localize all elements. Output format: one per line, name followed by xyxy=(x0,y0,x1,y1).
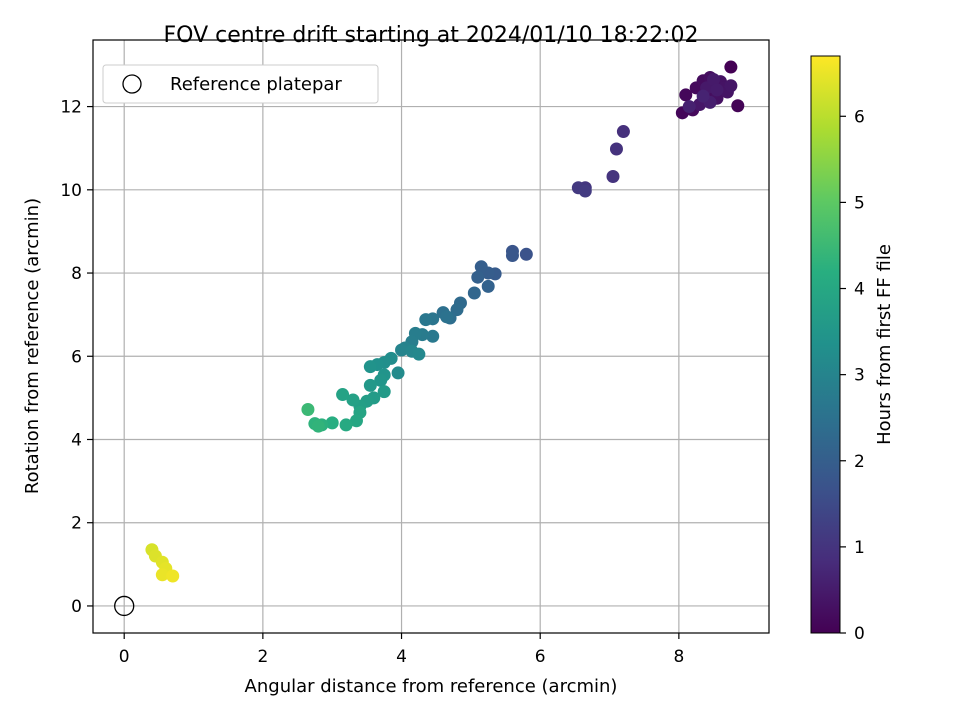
data-point xyxy=(346,393,360,407)
data-point xyxy=(471,270,485,284)
colorbar-label: Hours from first FF file xyxy=(874,244,895,445)
data-point xyxy=(724,60,738,74)
data-point xyxy=(578,184,592,198)
data-point xyxy=(419,313,433,327)
data-point xyxy=(519,247,533,261)
colorbar-tick-label: 1 xyxy=(854,538,865,558)
data-point xyxy=(724,79,738,93)
data-point xyxy=(377,385,391,399)
y-tick-label: 0 xyxy=(71,597,82,617)
colorbar: 0 1 2 3 4 5 6 Hours from first FF file xyxy=(810,55,895,644)
x-axis-label: Angular distance from reference (arcmin) xyxy=(245,676,618,697)
grid-lines xyxy=(93,40,769,633)
data-point xyxy=(731,99,745,113)
y-tick-label: 6 xyxy=(71,347,82,367)
y-tick-label: 2 xyxy=(71,514,82,534)
reference-platepar-point xyxy=(114,595,135,617)
data-point xyxy=(391,366,405,380)
y-tick-label: 8 xyxy=(71,264,82,284)
data-point xyxy=(339,418,353,432)
x-tick-label: 2 xyxy=(257,647,268,667)
data-point xyxy=(682,100,696,114)
reference-marker xyxy=(114,595,135,617)
colorbar-tick-label: 3 xyxy=(854,366,865,386)
x-tick-label: 8 xyxy=(673,647,684,667)
y-tick-label: 12 xyxy=(60,98,82,118)
plot-frame xyxy=(92,39,770,634)
data-point xyxy=(349,414,363,428)
colorbar-tick-label: 2 xyxy=(854,452,865,472)
data-point xyxy=(363,360,377,374)
data-point xyxy=(679,88,693,102)
x-tick-label: 4 xyxy=(396,647,407,667)
colorbar-tick-label: 6 xyxy=(854,107,865,127)
data-point xyxy=(336,388,350,402)
colorbar-ticks: 0 1 2 3 4 5 6 xyxy=(840,107,865,644)
data-point xyxy=(467,286,481,300)
colorbar-tick-label: 5 xyxy=(854,193,865,213)
data-point xyxy=(311,419,325,433)
data-point xyxy=(325,416,339,430)
data-point xyxy=(710,83,724,97)
y-axis-ticks: 0 2 4 6 8 10 12 xyxy=(60,98,93,617)
data-point xyxy=(505,249,519,263)
legend: Reference platepar xyxy=(102,64,379,104)
chart-title: FOV centre drift starting at 2024/01/10 … xyxy=(164,23,699,48)
data-point xyxy=(707,73,721,87)
data-point xyxy=(412,347,426,361)
y-tick-label: 10 xyxy=(60,181,82,201)
data-point xyxy=(166,569,180,583)
colorbar-tick-label: 0 xyxy=(854,624,865,644)
x-tick-label: 0 xyxy=(119,647,130,667)
data-point xyxy=(609,142,623,156)
data-point xyxy=(481,279,495,293)
legend-reference-label: Reference platepar xyxy=(170,74,342,95)
data-point xyxy=(440,310,454,324)
data-point xyxy=(616,125,630,139)
data-point xyxy=(395,343,409,357)
data-point xyxy=(155,568,169,582)
data-point xyxy=(374,373,388,387)
data-point xyxy=(301,403,315,417)
y-tick-label: 4 xyxy=(71,430,82,450)
colorbar-gradient xyxy=(810,55,841,634)
x-tick-label: 6 xyxy=(535,647,546,667)
colorbar-tick-label: 4 xyxy=(854,280,865,300)
data-point xyxy=(474,260,488,274)
data-points xyxy=(145,60,745,583)
data-point xyxy=(363,378,377,392)
data-point xyxy=(426,329,440,343)
y-axis-label: Rotation from reference (arcmin) xyxy=(22,198,43,494)
data-point xyxy=(606,169,620,183)
data-point xyxy=(696,89,710,103)
legend-reference-marker xyxy=(122,74,142,94)
legend-box xyxy=(102,64,379,104)
x-axis-ticks: 0 2 4 6 8 xyxy=(119,633,684,667)
